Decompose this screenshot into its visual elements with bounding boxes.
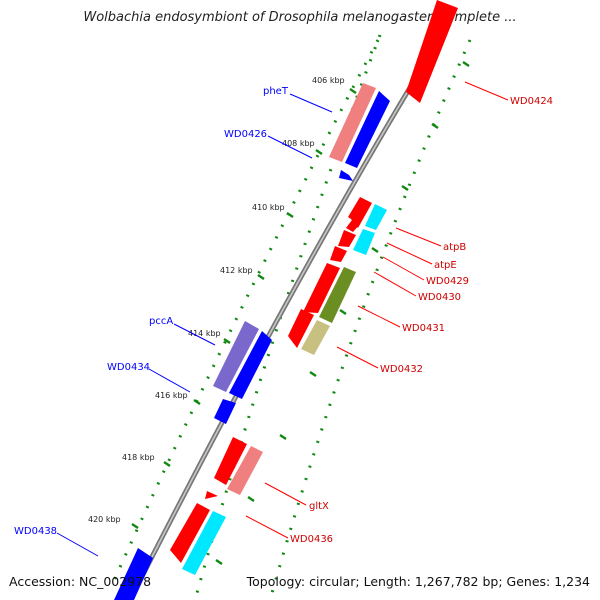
backbone: [127, 28, 448, 600]
gene-wd0432[interactable]: [288, 309, 314, 348]
gene-atpb[interactable]: [348, 197, 372, 228]
gene-wd0424[interactable]: [406, 0, 458, 103]
gene-label-wd0434[interactable]: WD0434: [107, 362, 150, 373]
gene-label-phet[interactable]: pheT: [263, 86, 289, 97]
gene-gltx-light[interactable]: [227, 446, 263, 495]
gene-label-wd0431[interactable]: WD0431: [402, 323, 445, 334]
gene-phet-light[interactable]: [329, 83, 376, 162]
kbp-label: 418 kbp: [122, 453, 155, 462]
gene-wd0432-olive[interactable]: [301, 320, 330, 355]
forward-genes[interactable]: [170, 0, 458, 563]
gene-wd0438[interactable]: [114, 548, 153, 600]
gene-phet[interactable]: [345, 91, 390, 168]
gene-label-wd0436[interactable]: WD0436: [290, 534, 333, 545]
gene-label-wd0432[interactable]: WD0432: [380, 364, 423, 375]
right-tick-track: [268, 39, 472, 600]
gene-label-gltx[interactable]: gltX: [309, 501, 329, 512]
secondary-genes[interactable]: [182, 83, 387, 575]
gene-gltx[interactable]: [214, 437, 247, 485]
gene-label-wd0429[interactable]: WD0429: [426, 276, 469, 287]
inner-tick-track: [110, 39, 380, 586]
gene-label-wd0430[interactable]: WD0430: [418, 292, 461, 303]
right-gene-labels: WD0424 atpB atpE WD0429 WD0430 WD0431 WD…: [290, 96, 553, 545]
gene-wd0436-cyan[interactable]: [182, 511, 226, 575]
gene-wd0434[interactable]: [214, 399, 236, 424]
gene-label-wd0438[interactable]: WD0438: [14, 526, 57, 537]
map-title: Wolbachia endosymbiont of Drosophila mel…: [83, 10, 517, 25]
accession-text: Accession: NC_002978: [9, 574, 152, 589]
kbp-label: 406 kbp: [312, 76, 345, 85]
gene-wd0436[interactable]: [170, 503, 210, 563]
gene-label-atpe[interactable]: atpE: [434, 260, 457, 271]
gene-wd0429[interactable]: [338, 230, 356, 247]
gene-pcca[interactable]: [213, 321, 259, 392]
gene-label-atpb[interactable]: atpB: [443, 242, 466, 253]
right-ticks: [215, 61, 470, 565]
kbp-labels: 406 kbp 408 kbp 410 kbp 412 kbp 414 kbp …: [88, 76, 345, 524]
leader-lines: [56, 81, 509, 557]
gene-pcca-blue[interactable]: [229, 331, 272, 399]
reverse-genes[interactable]: [114, 91, 390, 600]
gene-label-wd0424[interactable]: WD0424: [510, 96, 553, 107]
gene-label-pcca[interactable]: pccA: [149, 316, 173, 327]
gene-label-wd0426[interactable]: WD0426: [224, 129, 267, 140]
gene-wd0431-olive[interactable]: [319, 267, 356, 323]
kbp-label: 420 kbp: [88, 515, 121, 524]
kbp-ticks: [131, 88, 357, 529]
gene-atpb-cyan[interactable]: [365, 204, 387, 230]
gene-wd0426[interactable]: [339, 170, 353, 181]
summary-text: Topology: circular; Length: 1,267,782 bp…: [246, 574, 590, 589]
left-gene-labels: pheT WD0426 pccA WD0434 WD0438: [14, 86, 289, 537]
kbp-label: 416 kbp: [155, 391, 188, 400]
gene-wd0431[interactable]: [303, 263, 340, 313]
gene-atpe[interactable]: [346, 220, 360, 232]
kbp-label: 414 kbp: [188, 329, 221, 338]
kbp-label: 410 kbp: [252, 203, 285, 212]
gene-wd0430[interactable]: [330, 246, 347, 262]
kbp-label: 412 kbp: [220, 266, 253, 275]
backbone-highlight: [129, 29, 446, 600]
kbp-label: 408 kbp: [282, 139, 315, 148]
gene-atpe-cyan[interactable]: [353, 229, 375, 255]
gene-small[interactable]: [205, 491, 218, 499]
